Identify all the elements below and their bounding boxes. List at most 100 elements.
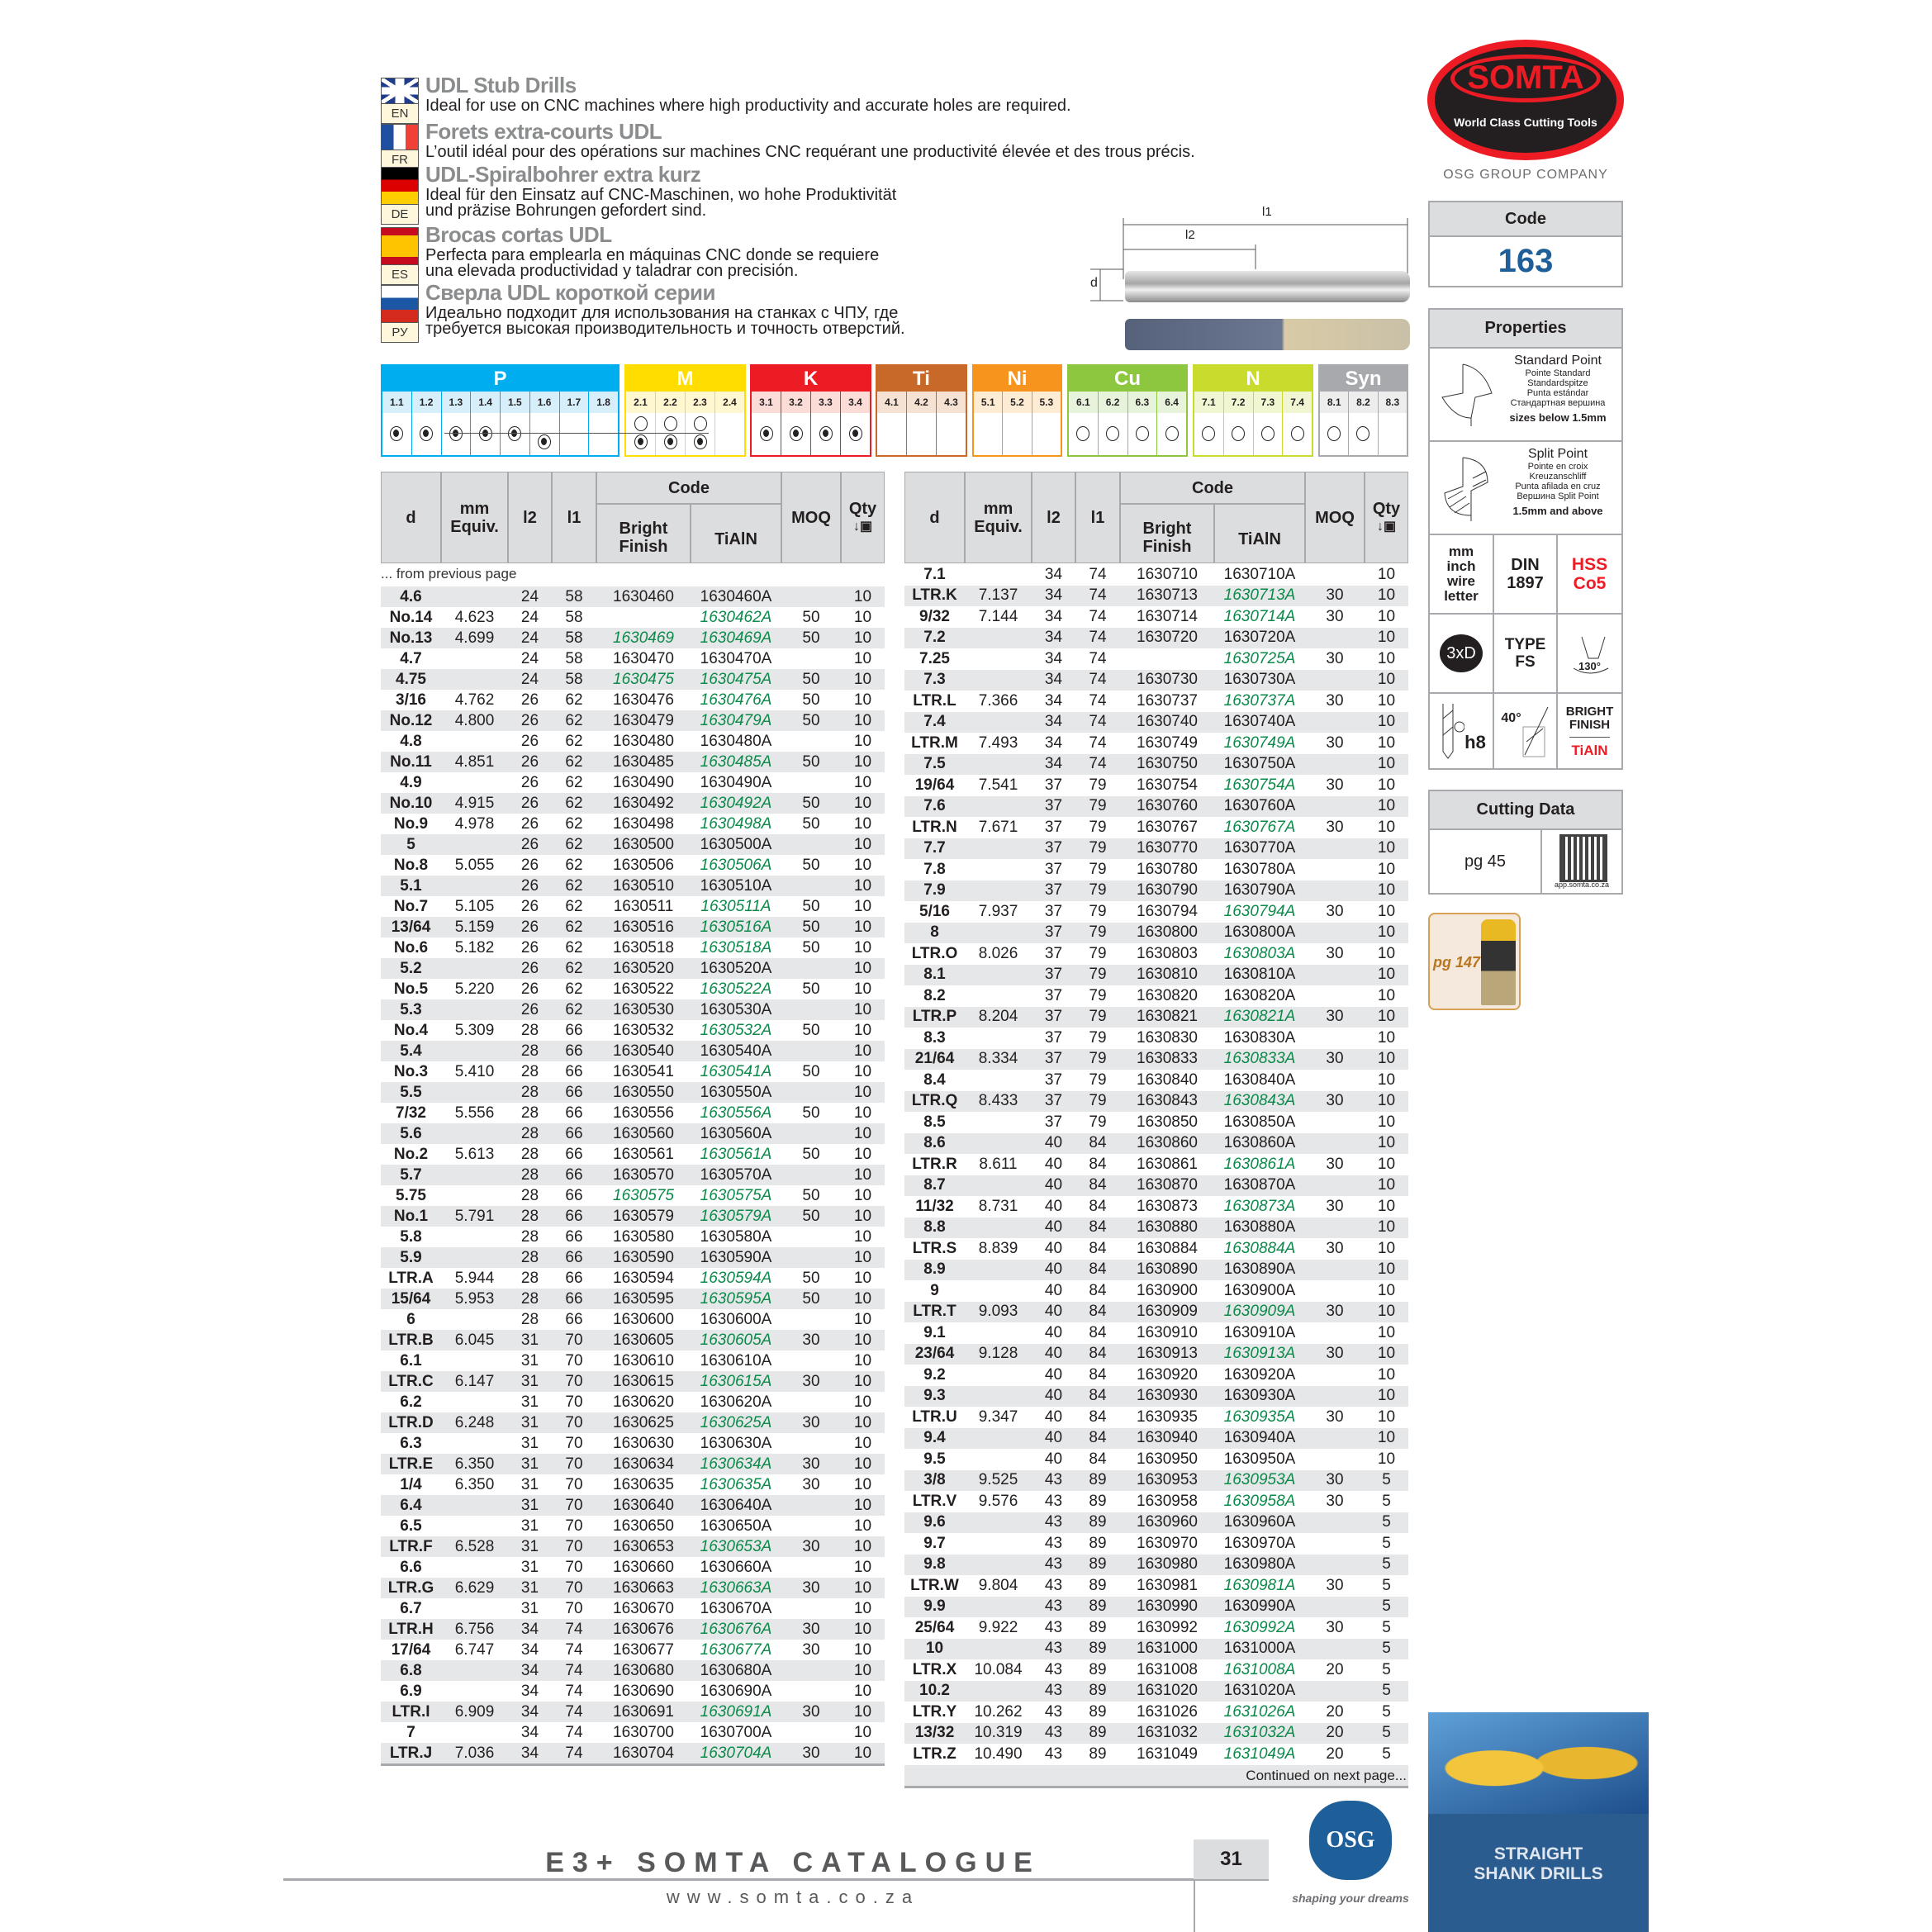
tialn-code[interactable]: 1630530A [700,1000,772,1018]
bright-finish-code[interactable]: 1630530 [613,1000,674,1018]
bright-finish-code[interactable]: 1630625 [613,1413,674,1431]
tialn-code[interactable]: 1630940A [1223,1429,1296,1447]
section-tab[interactable]: STRAIGHT SHANK DRILLS [1428,1712,1649,1932]
bright-finish-code[interactable]: 1630830 [1137,1028,1198,1047]
tialn-code[interactable]: 1630884A [1223,1239,1296,1257]
tialn-code[interactable]: 1630794A [1223,902,1296,920]
bright-finish-code[interactable]: 1630653 [613,1537,674,1555]
tialn-code[interactable]: 1630575A [700,1186,772,1204]
bright-finish-code[interactable]: 1630561 [613,1145,674,1163]
tialn-code[interactable]: 1630600A [700,1310,772,1328]
bright-finish-code[interactable]: 1630660 [613,1558,674,1576]
bright-finish-code[interactable]: 1630794 [1137,902,1198,920]
tialn-code[interactable]: 1630490A [700,773,772,791]
bright-finish-code[interactable]: 1630860 [1137,1134,1198,1152]
tialn-code[interactable]: 1630860A [1223,1134,1296,1152]
bright-finish-code[interactable]: 1630935 [1137,1407,1198,1426]
tialn-code[interactable]: 1630640A [700,1496,772,1514]
bright-finish-code[interactable]: 1630900 [1137,1281,1198,1299]
bright-finish-code[interactable]: 1630511 [613,897,674,915]
bright-finish-code[interactable]: 1630958 [1137,1492,1198,1510]
bright-finish-code[interactable]: 1630740 [1137,713,1198,731]
bright-finish-code[interactable]: 1630532 [613,1021,674,1039]
tialn-code[interactable]: 1630610A [700,1351,772,1369]
bright-finish-code[interactable]: 1630767 [1137,818,1198,836]
tialn-code[interactable]: 1630635A [700,1475,772,1493]
bright-finish-code[interactable]: 1630670 [613,1599,674,1617]
bright-finish-code[interactable]: 1630676 [613,1620,674,1638]
tialn-code[interactable]: 1630704A [700,1744,772,1762]
bright-finish-code[interactable]: 1630690 [613,1682,674,1700]
bright-finish-code[interactable]: 1631020 [1137,1682,1198,1700]
tialn-code[interactable]: 1630479A [700,711,772,729]
bright-finish-code[interactable]: 1630770 [1137,839,1198,857]
bright-finish-code[interactable]: 1630575 [613,1186,674,1204]
bright-finish-code[interactable]: 1630485 [613,752,674,771]
bright-finish-code[interactable]: 1630520 [613,959,674,977]
tialn-code[interactable]: 1630590A [700,1248,772,1266]
tialn-code[interactable]: 1630541A [700,1062,772,1080]
tialn-code[interactable]: 1630579A [700,1207,772,1225]
bright-finish-code[interactable]: 1630579 [613,1207,674,1225]
tialn-code[interactable]: 1630843A [1223,1092,1296,1110]
tialn-code[interactable]: 1631026A [1223,1702,1296,1721]
tialn-code[interactable]: 1630821A [1223,1008,1296,1026]
tialn-code[interactable]: 1630520A [700,959,772,977]
tialn-code[interactable]: 1630470A [700,649,772,667]
qr-code-icon[interactable] [1559,834,1607,882]
tialn-code[interactable]: 1630518A [700,938,772,957]
bright-finish-code[interactable]: 1630476 [613,691,674,709]
bright-finish-code[interactable]: 1630870 [1137,1176,1198,1194]
tialn-code[interactable]: 1630890A [1223,1260,1296,1279]
tialn-code[interactable]: 1630550A [700,1083,772,1101]
bright-finish-code[interactable]: 1631032 [1137,1724,1198,1742]
bright-finish-code[interactable]: 1630760 [1137,797,1198,815]
bright-finish-code[interactable]: 1630981 [1137,1576,1198,1594]
tialn-code[interactable]: 1630870A [1223,1176,1296,1194]
tialn-code[interactable]: 1630737A [1223,691,1296,710]
tialn-code[interactable]: 1630498A [700,814,772,833]
bright-finish-code[interactable]: 1631008 [1137,1660,1198,1678]
bright-finish-code[interactable]: 1630650 [613,1517,674,1535]
bright-finish-code[interactable]: 1630800 [1137,923,1198,942]
tialn-code[interactable]: 1630935A [1223,1407,1296,1426]
tialn-code[interactable]: 1630676A [700,1620,772,1638]
tialn-code[interactable]: 1630713A [1223,586,1296,605]
tialn-code[interactable]: 1630630A [700,1434,772,1452]
bright-finish-code[interactable]: 1630635 [613,1475,674,1493]
bright-finish-code[interactable]: 1630560 [613,1124,674,1142]
tialn-code[interactable]: 1630469A [700,629,772,647]
bright-finish-code[interactable]: 1630910 [1137,1323,1198,1341]
tialn-code[interactable]: 1630780A [1223,860,1296,878]
tialn-code[interactable]: 1630615A [700,1372,772,1390]
bright-finish-code[interactable]: 1630940 [1137,1429,1198,1447]
tialn-code[interactable]: 1630594A [700,1269,772,1287]
tialn-code[interactable]: 1630861A [1223,1155,1296,1173]
bright-finish-code[interactable]: 1630833 [1137,1050,1198,1068]
bright-finish-code[interactable]: 1630677 [613,1640,674,1659]
coolant-spray-link[interactable]: pg 147 [1428,913,1521,1010]
bright-finish-code[interactable]: 1630518 [613,938,674,957]
bright-finish-code[interactable]: 1630460 [613,587,674,605]
bright-finish-code[interactable]: 1630713 [1137,586,1198,605]
tialn-code[interactable]: 1630760A [1223,797,1296,815]
bright-finish-code[interactable]: 1630605 [613,1331,674,1349]
tialn-code[interactable]: 1630820A [1223,986,1296,1004]
tialn-code[interactable]: 1630749A [1223,733,1296,752]
bright-finish-code[interactable]: 1630843 [1137,1092,1198,1110]
bright-finish-code[interactable]: 1630970 [1137,1534,1198,1552]
tialn-code[interactable]: 1630690A [700,1682,772,1700]
tialn-code[interactable]: 1630556A [700,1104,772,1122]
tialn-code[interactable]: 1630595A [700,1289,772,1308]
bright-finish-code[interactable]: 1630590 [613,1248,674,1266]
bright-finish-code[interactable]: 1630620 [613,1393,674,1411]
cutting-data-page-link[interactable]: pg 45 [1430,830,1542,893]
tialn-code[interactable]: 1630750A [1223,755,1296,773]
tialn-code[interactable]: 1631032A [1223,1724,1296,1742]
bright-finish-code[interactable]: 1630920 [1137,1365,1198,1384]
bright-finish-code[interactable]: 1630691 [613,1702,674,1721]
bright-finish-code[interactable]: 1630704 [613,1744,674,1762]
tialn-code[interactable]: 1630910A [1223,1323,1296,1341]
bright-finish-code[interactable]: 1630780 [1137,860,1198,878]
tialn-code[interactable]: 1630909A [1223,1303,1296,1321]
